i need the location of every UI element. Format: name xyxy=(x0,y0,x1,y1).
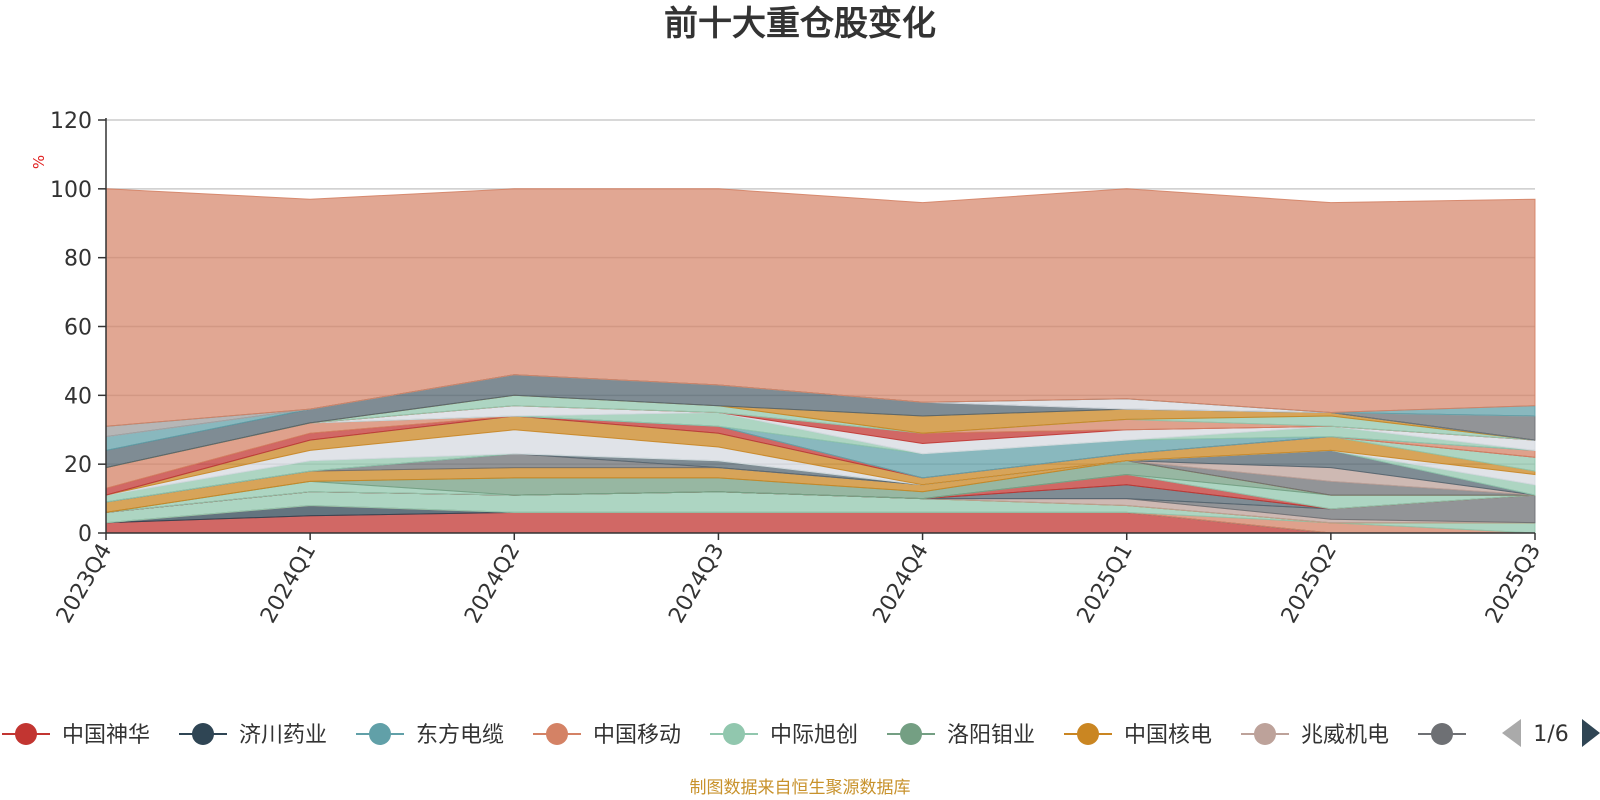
x-tick-label: 2024Q3 xyxy=(664,540,729,628)
y-tick-label: 40 xyxy=(64,384,92,409)
legend-item[interactable]: 洛阳钼业 xyxy=(887,723,1035,748)
source-note: 制图数据来自恒生聚源数据库 xyxy=(689,778,911,798)
legend-circle-icon xyxy=(900,723,922,745)
legend-circle-icon xyxy=(1431,723,1453,745)
x-tick-label: 2024Q2 xyxy=(460,540,525,628)
legend-label: 济川药业 xyxy=(239,723,327,748)
y-tick-label: 20 xyxy=(64,453,92,478)
legend-label: 洛阳钼业 xyxy=(947,723,1035,748)
x-tick-label: 2025Q3 xyxy=(1481,540,1546,628)
legend-item[interactable]: 中国神华 xyxy=(2,723,150,748)
legend-label: 中国移动 xyxy=(593,723,681,748)
chart-title: 前十大重仓股变化 xyxy=(664,4,936,44)
area-series-37 xyxy=(105,188,1536,427)
legend-clip xyxy=(1476,716,1498,752)
y-tick-label: 0 xyxy=(78,522,92,547)
x-tick-label: 2023Q4 xyxy=(52,540,117,628)
y-tick-label: 120 xyxy=(50,109,92,134)
legend-label: 兆威机电 xyxy=(1301,723,1389,748)
triangle-right-icon[interactable] xyxy=(1582,719,1600,747)
legend-label: 东方电缆 xyxy=(416,723,504,748)
legend-item[interactable]: 东方电缆 xyxy=(356,723,504,748)
legend-item[interactable]: 兆威机电 xyxy=(1241,723,1389,748)
legend-circle-icon xyxy=(15,723,37,745)
legend-item[interactable]: 中国核电 xyxy=(1064,723,1212,748)
y-tick-label: 100 xyxy=(50,178,92,203)
legend-page-indicator: 1/6 xyxy=(1533,722,1568,747)
area-series xyxy=(105,188,1536,534)
y-axis-label: % xyxy=(30,155,48,169)
legend-item[interactable]: 中国移动 xyxy=(533,723,681,748)
legend-circle-icon xyxy=(1254,723,1276,745)
legend-label: 中国神华 xyxy=(62,723,150,748)
legend-item[interactable]: 中际旭创 xyxy=(710,723,858,748)
x-tick-label: 2024Q4 xyxy=(868,540,933,628)
y-tick-label: 60 xyxy=(64,316,92,341)
legend-circle-icon xyxy=(369,723,391,745)
legend-circle-icon xyxy=(192,723,214,745)
legend-item[interactable]: 济川药业 xyxy=(179,723,327,748)
y-tick-label: 80 xyxy=(64,247,92,272)
triangle-left-icon[interactable] xyxy=(1502,719,1521,747)
x-tick-label: 2024Q1 xyxy=(256,540,321,628)
legend-label: 中际旭创 xyxy=(770,723,858,748)
legend-circle-icon xyxy=(1077,723,1099,745)
x-tick-label: 2025Q2 xyxy=(1277,540,1342,628)
x-tick-label: 2025Q1 xyxy=(1073,540,1138,628)
legend-circle-icon xyxy=(723,723,745,745)
legend: 中国神华济川药业东方电缆中国移动中际旭创洛阳钼业中国核电兆威机电中1/6 xyxy=(2,716,1600,752)
legend-label: 中国核电 xyxy=(1124,723,1212,748)
legend-circle-icon xyxy=(546,723,568,745)
